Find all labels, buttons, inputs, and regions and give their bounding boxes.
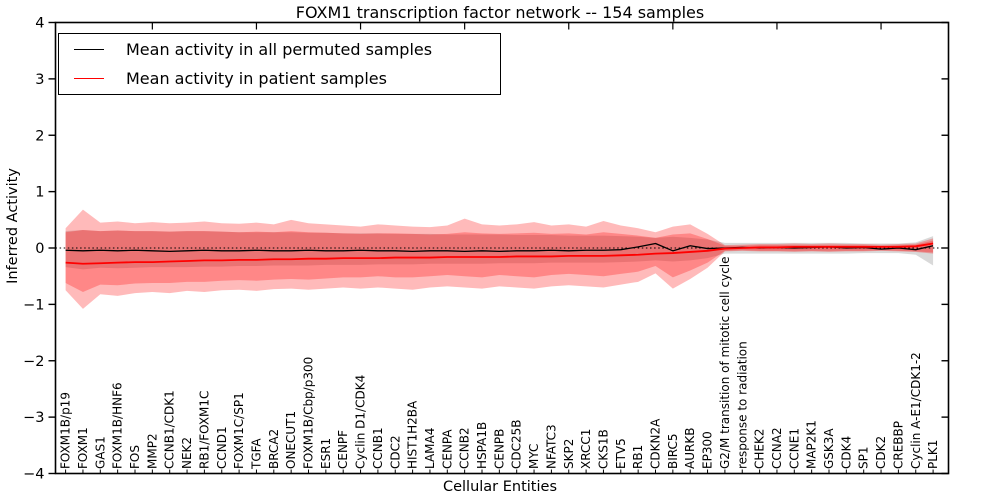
patient-mean-line [65, 242, 934, 265]
x-tick-label: FOXM1 [76, 427, 90, 469]
y-tick-label: −2 [23, 354, 44, 370]
x-tick-label: BRCA2 [267, 429, 281, 469]
x-tick-label: RB1 [631, 445, 645, 469]
y-tick-label: 0 [35, 241, 44, 257]
legend-label: Mean activity in all permuted samples [126, 39, 433, 59]
legend: Mean activity in all permuted samples Me… [58, 33, 501, 95]
x-tick-label: CDK4 [839, 436, 853, 469]
x-tick-label: TGFA [249, 438, 263, 470]
x-tick-label: CCND1 [215, 426, 229, 469]
x-tick-label: NEK2 [180, 437, 194, 469]
x-tick-label: CCNB1/CDK1 [163, 390, 177, 469]
x-tick-label: XRCC1 [579, 429, 593, 469]
x-tick-label: LAMA4 [423, 428, 437, 469]
x-tick-label: CCNB2 [458, 427, 472, 469]
x-tick-label: GSK3A [822, 428, 836, 469]
x-tick-label: ONECUT1 [284, 411, 298, 469]
y-tick-label: −3 [23, 410, 44, 426]
y-tick-label: 3 [35, 72, 44, 88]
x-tick-label: response to radiation [735, 341, 749, 469]
x-tick-label: Cyclin A-E1/CDK1-2 [909, 352, 923, 469]
x-tick-label: HSPA1B [475, 422, 489, 469]
x-tick-label: CENPA [440, 429, 454, 469]
x-tick-label: SKP2 [562, 439, 576, 469]
patient-samples-range-inner-band [65, 229, 934, 292]
x-tick-label: RB1/FOXM1C [197, 391, 211, 469]
x-tick-label: G2/M transition of mitotic cell cycle [718, 256, 732, 469]
x-tick-label: CHEK2 [753, 429, 767, 470]
x-tick-label: CDKN2A [649, 418, 663, 469]
y-axis-label: Inferred Activity [5, 168, 21, 284]
x-tick-label: AURKB [683, 428, 697, 469]
patient-samples-range-outer-band [65, 209, 934, 309]
x-tick-label: CREBBP [891, 421, 905, 469]
x-tick-label: MAP2K1 [805, 420, 819, 469]
x-tick-label: CDK2 [874, 436, 888, 469]
y-tick-label: −4 [23, 467, 44, 483]
x-tick-label: CENPF [336, 430, 350, 469]
x-tick-label: GAS1 [93, 436, 107, 469]
x-tick-label: FOXM1B/HNF6 [111, 382, 125, 469]
x-tick-label: ESR1 [319, 438, 333, 469]
x-tick-label: FOXM1B/Cbp/p300 [302, 357, 316, 469]
x-tick-label: SP1 [857, 447, 871, 470]
x-tick-label: HIST1H2BA [406, 400, 420, 469]
x-tick-label: FOXM1B/p19 [59, 392, 73, 469]
y-tick-label: −1 [23, 297, 44, 313]
x-tick-label: ETV5 [614, 438, 628, 469]
legend-label: Mean activity in patient samples [126, 69, 387, 89]
x-tick-label: CCNB1 [371, 427, 385, 469]
x-tick-label: CENPB [492, 429, 506, 469]
permuted-line-swatch [74, 48, 104, 50]
x-tick-label: CCNA2 [770, 427, 784, 469]
x-axis-label: Cellular Entities [442, 479, 558, 495]
x-tick-label: FOS [128, 445, 142, 469]
x-tick-label: PLK1 [926, 440, 940, 469]
x-tick-label: CKS1B [596, 429, 610, 469]
x-tick-label: MMP2 [145, 433, 159, 469]
x-tick-label: CCNE1 [787, 428, 801, 469]
patient-line-swatch [74, 78, 104, 80]
chart-title: FOXM1 transcription factor network -- 15… [295, 3, 705, 22]
x-tick-label: Cyclin D1/CDK4 [354, 375, 368, 469]
x-tick-label: BIRC5 [666, 433, 680, 469]
x-tick-label: CDC25B [510, 420, 524, 470]
x-tick-label: CDC2 [388, 435, 402, 469]
y-tick-label: 2 [35, 128, 44, 144]
legend-item-patient: Mean activity in patient samples [59, 65, 500, 93]
y-tick-label: 4 [35, 16, 44, 32]
axes-frame [54, 21, 950, 475]
x-tick-label: NFATC3 [544, 424, 558, 469]
legend-item-permuted: Mean activity in all permuted samples [59, 35, 500, 63]
x-tick-label: MYC [527, 444, 541, 469]
x-tick-label: EP300 [701, 431, 715, 469]
y-tick-label: 1 [35, 185, 44, 201]
x-tick-label: FOXM1C/SP1 [232, 392, 246, 469]
